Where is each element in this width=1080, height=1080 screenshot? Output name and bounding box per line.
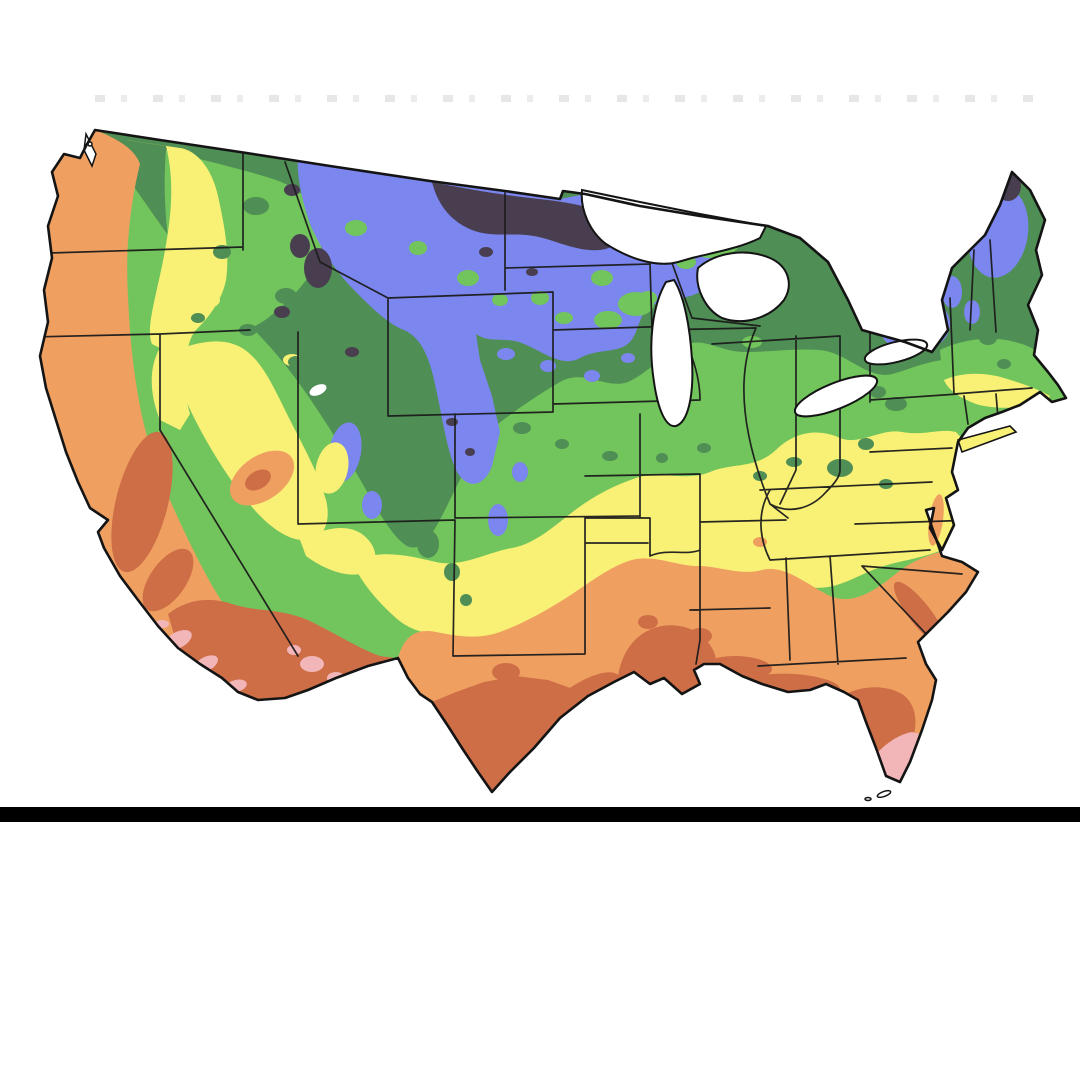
great-lakes <box>580 188 929 428</box>
great-salt-lake <box>309 384 327 396</box>
zone-7-regions <box>100 136 1050 643</box>
long-island <box>956 425 1018 454</box>
divider-bar <box>0 807 1080 822</box>
zone-legend: ZONES: 345678910 <box>0 822 1080 1080</box>
florida-keys <box>864 789 892 802</box>
lake-superior <box>580 188 768 265</box>
us-outline <box>38 128 1068 794</box>
map-area <box>38 95 1068 802</box>
faded-print-artifacts <box>95 95 1045 102</box>
lake-erie <box>793 374 879 418</box>
us-hardiness-map <box>38 128 1068 802</box>
zone-5-speckles <box>191 197 1011 606</box>
lake-michigan <box>650 278 694 428</box>
state-borders <box>40 139 1033 667</box>
lake-huron <box>696 251 790 323</box>
